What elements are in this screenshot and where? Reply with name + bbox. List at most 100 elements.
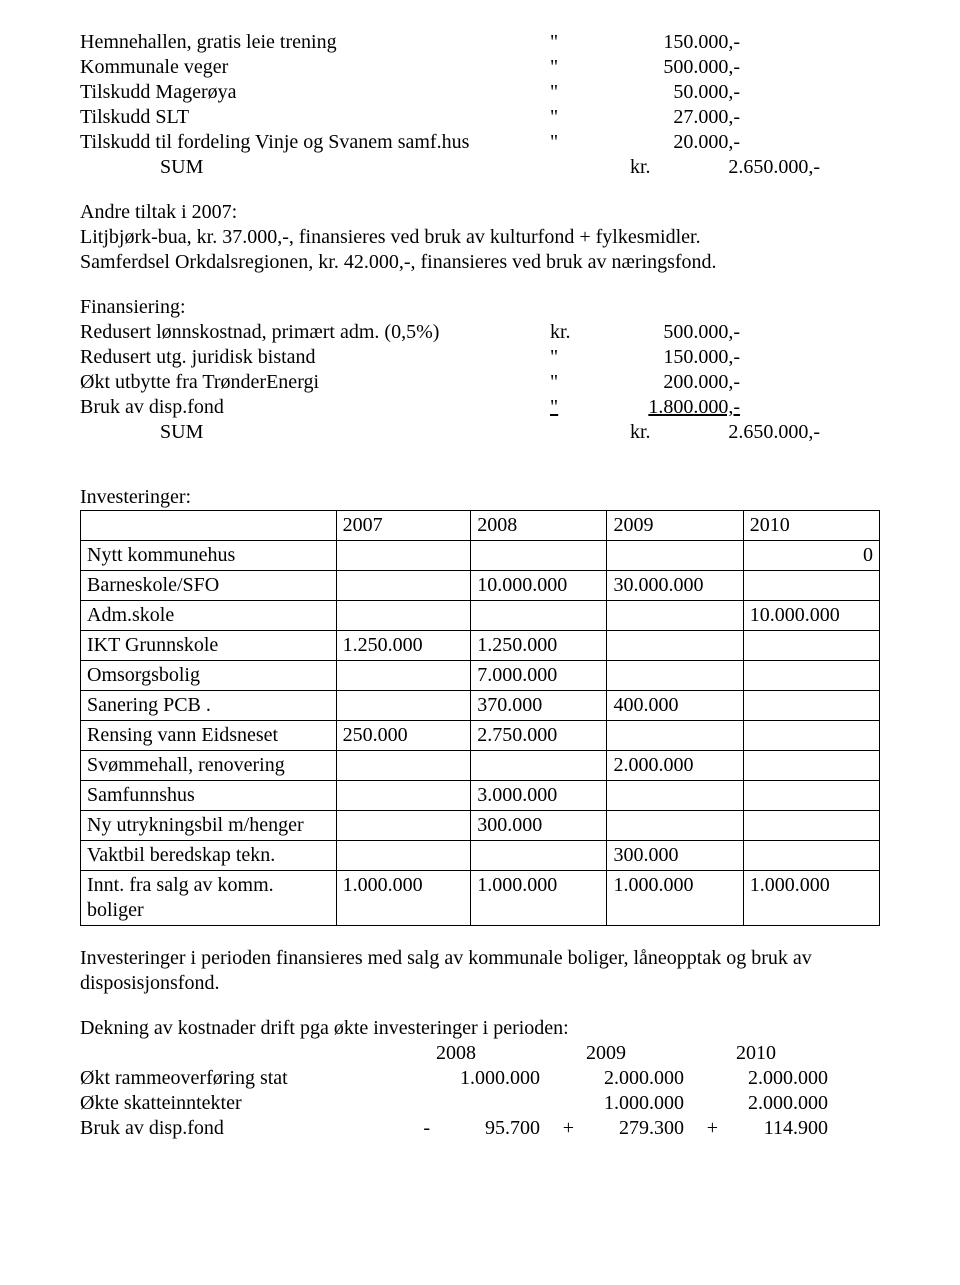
cell-label: Barneskole/SFO (81, 571, 337, 601)
row-label: Redusert lønnskostnad, primært adm. (0,5… (80, 320, 550, 345)
investeringer: Investeringer: 2007 2008 2009 2010 Nytt … (80, 485, 880, 926)
row-val: 500.000,- (580, 320, 740, 345)
list1-row: Tilskudd til fordeling Vinje og Svanem s… (80, 130, 880, 155)
dek-header: 2008 2009 2010 (80, 1041, 880, 1066)
table-row: Barneskole/SFO 10.000.00030.000.000 (81, 571, 880, 601)
table-row: Rensing vann Eidsneset250.0002.750.000 (81, 721, 880, 751)
dek-num: 114.900 (718, 1116, 832, 1141)
list1-row: Kommunale veger " 500.000,- (80, 55, 880, 80)
table-row: Samfunnshus3.000.000 (81, 781, 880, 811)
andre-heading: Andre tiltak i 2007: (80, 200, 880, 225)
cell (336, 661, 471, 691)
cell (743, 751, 879, 781)
row-sep: kr. (550, 320, 580, 345)
row-sep: " (550, 105, 580, 130)
inv-col-year: 2008 (471, 511, 607, 541)
dek-num: 1.000.000 (430, 1066, 544, 1091)
dek-num: 279.300 (574, 1116, 688, 1141)
sum-val: 2.650.000,- (660, 155, 820, 180)
cell (607, 601, 743, 631)
cell: 10.000.000 (743, 601, 879, 631)
table-row: IKT Grunnskole1.250.0001.250.000 (81, 631, 880, 661)
sum-val: 2.650.000,- (660, 420, 820, 445)
finansiering: Finansiering: Redusert lønnskostnad, pri… (80, 295, 880, 445)
cell: 400.000 (607, 691, 743, 721)
sum-sep: kr. (630, 420, 660, 445)
row-label: Kommunale veger (80, 55, 550, 80)
list1-row: Tilskudd Magerøya " 50.000,- (80, 80, 880, 105)
list1-row: Tilskudd SLT " 27.000,- (80, 105, 880, 130)
dek-year: 2010 (730, 1041, 850, 1066)
cell-label: IKT Grunnskole (81, 631, 337, 661)
cell (743, 631, 879, 661)
cell-label: Svømmehall, renovering (81, 751, 337, 781)
fin-row: Redusert lønnskostnad, primært adm. (0,5… (80, 320, 880, 345)
cell-label: Vaktbil beredskap tekn. (81, 841, 337, 871)
footer-text: Investeringer i perioden finansieres med… (80, 946, 880, 996)
cell (336, 841, 471, 871)
dek-label: Bruk av disp.fond (80, 1116, 400, 1141)
dek-label: Økt rammeoverføring stat (80, 1066, 400, 1091)
dek-row: Økte skatteinntekter 1.000.000 2.000.000 (80, 1091, 880, 1116)
cell: 0 (743, 541, 879, 571)
row-label: Hemnehallen, gratis leie trening (80, 30, 550, 55)
cell (471, 751, 607, 781)
dek-num: 1.000.000 (574, 1091, 688, 1116)
row-sep: " (550, 130, 580, 155)
cell-label: Rensing vann Eidsneset (81, 721, 337, 751)
dek-blank (80, 1041, 400, 1066)
list1: Hemnehallen, gratis leie trening " 150.0… (80, 30, 880, 180)
row-sep: " (550, 30, 580, 55)
row-label: Tilskudd til fordeling Vinje og Svanem s… (80, 130, 550, 155)
row-val: 150.000,- (580, 30, 740, 55)
dek-row: Økt rammeoverføring stat 1.000.000 2.000… (80, 1066, 880, 1091)
cell (336, 751, 471, 781)
cell: 2.000.000 (607, 751, 743, 781)
cell (607, 721, 743, 751)
table-row: Vaktbil beredskap tekn. 300.000 (81, 841, 880, 871)
inv-heading: Investeringer: (80, 485, 880, 510)
dek-sym (688, 1066, 718, 1091)
dek-heading: Dekning av kostnader drift pga økte inve… (80, 1016, 880, 1041)
sum-label: SUM (80, 420, 630, 445)
table-row: Omsorgsbolig7.000.000 (81, 661, 880, 691)
cell: 30.000.000 (607, 571, 743, 601)
inv-col-year: 2010 (743, 511, 879, 541)
row-label: Bruk av disp.fond (80, 395, 550, 420)
row-sep: " (550, 80, 580, 105)
dek-sym (688, 1091, 718, 1116)
cell (336, 781, 471, 811)
cell: 370.000 (471, 691, 607, 721)
cell (743, 781, 879, 811)
row-label: Tilskudd SLT (80, 105, 550, 130)
dek-year: 2009 (580, 1041, 700, 1066)
dek-num: 95.700 (430, 1116, 544, 1141)
row-sep: " (550, 370, 580, 395)
cell: 300.000 (471, 811, 607, 841)
cell: 10.000.000 (471, 571, 607, 601)
dek-label: Økte skatteinntekter (80, 1091, 400, 1116)
cell-label: Omsorgsbolig (81, 661, 337, 691)
dek-num (430, 1091, 544, 1116)
table-row: Adm.skole10.000.000 (81, 601, 880, 631)
cell (471, 601, 607, 631)
cell (743, 841, 879, 871)
row-sep: " (550, 345, 580, 370)
andre-line1: Litjbjørk-bua, kr. 37.000,-, finansieres… (80, 225, 880, 250)
cell (471, 541, 607, 571)
cell: 300.000 (607, 841, 743, 871)
cell: 1.250.000 (471, 631, 607, 661)
andre-tiltak: Andre tiltak i 2007: Litjbjørk-bua, kr. … (80, 200, 880, 275)
cell (607, 781, 743, 811)
cell: 1.250.000 (336, 631, 471, 661)
cell-label: Ny utrykningsbil m/henger (81, 811, 337, 841)
cell (607, 541, 743, 571)
dek-num: 2.000.000 (718, 1091, 832, 1116)
row-val: 200.000,- (580, 370, 740, 395)
dek-num: 2.000.000 (718, 1066, 832, 1091)
row-val: 20.000,- (580, 130, 740, 155)
cell (743, 691, 879, 721)
cell-label: Nytt kommunehus (81, 541, 337, 571)
table-row: Svømmehall, renovering 2.000.000 (81, 751, 880, 781)
list1-row: Hemnehallen, gratis leie trening " 150.0… (80, 30, 880, 55)
